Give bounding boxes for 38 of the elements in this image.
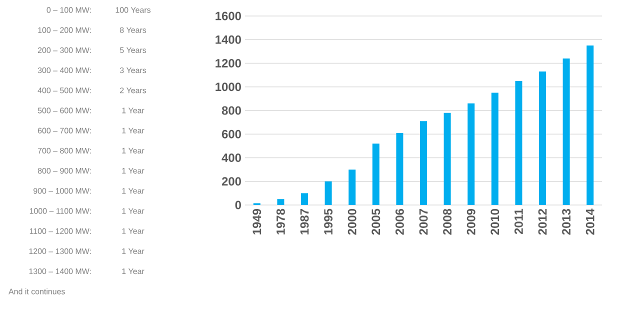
- x-tick-label: 2007: [419, 209, 428, 235]
- x-tick-label: 2000: [348, 209, 356, 235]
- y-tick-label: 400: [222, 154, 241, 162]
- y-tick-label: 1000: [216, 82, 241, 92]
- x-tick-label: 1978: [276, 208, 285, 234]
- y-tick-label: 600: [222, 130, 241, 138]
- bar: [277, 199, 284, 205]
- bar: [586, 46, 594, 205]
- bar: [372, 144, 380, 205]
- x-tick-label: 1949: [252, 208, 262, 234]
- bar: [420, 121, 428, 205]
- y-tick-label: 200: [222, 177, 241, 186]
- y-tick-label: 1600: [216, 12, 241, 20]
- y-tick-label: 0: [235, 200, 241, 210]
- x-tick-label: 2014: [586, 208, 594, 235]
- x-tick-label: 2005: [372, 208, 380, 235]
- bar: [301, 193, 308, 205]
- y-tick-label: 1400: [216, 35, 241, 44]
- bar: [348, 170, 356, 205]
- x-tick-label: 1987: [300, 209, 309, 234]
- bar: [444, 112, 451, 205]
- x-tick-label: 2008: [443, 208, 452, 235]
- x-tick-label: 2006: [395, 208, 404, 235]
- bar: [324, 181, 332, 205]
- x-tick-label: 2013: [562, 208, 571, 235]
- y-tick-label: 1200: [216, 59, 241, 68]
- bar: [562, 58, 570, 205]
- bar: [491, 92, 498, 205]
- bar: [515, 80, 522, 205]
- bar: [396, 132, 404, 205]
- y-tick-label: 800: [222, 106, 241, 115]
- x-tick-label: 2009: [466, 208, 476, 235]
- x-tick-label: 2012: [538, 209, 547, 235]
- bar: [539, 72, 546, 205]
- x-tick-label: 2011: [514, 208, 523, 234]
- x-tick-label: 2010: [490, 209, 500, 235]
- bar: [468, 103, 475, 205]
- x-tick-label: 1995: [324, 208, 333, 234]
